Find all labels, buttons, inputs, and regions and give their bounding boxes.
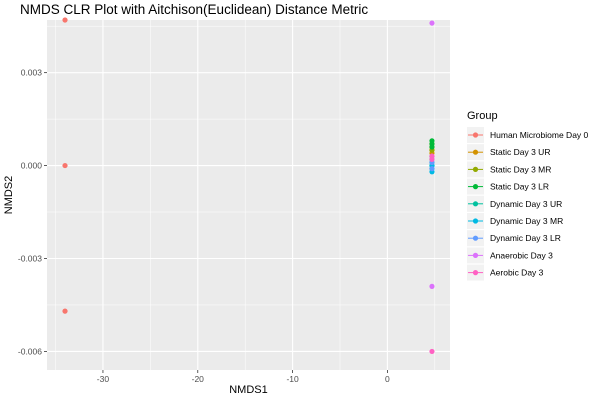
legend-item: Aerobic Day 3 (467, 264, 544, 281)
legend-item: Static Day 3 LR (467, 178, 549, 195)
legend-label: Static Day 3 LR (490, 182, 549, 192)
legend-key-point (472, 270, 479, 276)
chart-title: NMDS CLR Plot with Aitchison(Euclidean) … (20, 2, 368, 17)
legend-label: Static Day 3 MR (490, 164, 551, 174)
y-tick-label: -0.003 (18, 253, 42, 263)
legend-item: Static Day 3 MR (467, 161, 551, 178)
x-tick-label: -30 (97, 374, 110, 384)
legend-label: Static Day 3 UR (490, 147, 550, 157)
legend-key-point (472, 201, 479, 207)
legend-key-point (472, 218, 479, 224)
x-tick-label: -20 (192, 374, 205, 384)
legend-label: Dynamic Day 3 LR (490, 233, 561, 243)
legend-label: Anaerobic Day 3 (490, 250, 553, 260)
y-tick-label: 0.000 (21, 161, 43, 171)
legend-item: Dynamic Day 3 UR (467, 195, 562, 212)
legend-key-point (472, 166, 479, 172)
data-point (62, 17, 68, 23)
legend-key-point (472, 132, 479, 138)
legend-title: Group (467, 110, 498, 122)
legend-key-point (472, 252, 479, 258)
x-tick-label: -10 (286, 374, 299, 384)
minor-gridlines (47, 20, 450, 370)
data-point (62, 162, 68, 169)
legend-label: Dynamic Day 3 MR (490, 216, 563, 226)
y-tick-label: 0.003 (21, 68, 43, 78)
major-gridlines (47, 20, 450, 370)
x-axis-label: NMDS1 (229, 384, 268, 396)
data-point (429, 156, 435, 162)
legend-label: Human Microbiome Day 0 (490, 130, 589, 140)
legend-item: Human Microbiome Day 0 (467, 127, 589, 143)
data-points (62, 17, 435, 355)
data-point (429, 144, 435, 150)
y-axis-ticks: -0.006 -0.003 0.000 0.003 (18, 68, 47, 356)
legend-key-point (472, 184, 479, 190)
data-point (62, 308, 68, 314)
data-point (429, 166, 435, 172)
plot-panel (47, 20, 450, 370)
legend-item: Dynamic Day 3 LR (467, 230, 561, 247)
legend-item: Static Day 3 UR (467, 144, 550, 161)
data-point (429, 348, 435, 355)
legend-key-point (472, 149, 479, 155)
legend-key-point (472, 235, 479, 241)
x-tick-label: 0 (385, 374, 390, 384)
data-point (429, 283, 435, 289)
legend-label: Dynamic Day 3 UR (490, 199, 562, 209)
legend-item: Anaerobic Day 3 (467, 247, 553, 264)
legend: Group Human Microbiome Day 0 Static Day 3… (467, 110, 589, 281)
x-axis-ticks: -30 -20 -10 0 (97, 370, 390, 384)
legend-label: Aerobic Day 3 (490, 268, 544, 278)
legend-item: Dynamic Day 3 MR (467, 213, 563, 229)
y-tick-label: -0.006 (18, 346, 42, 356)
y-axis-label: NMDS2 (3, 176, 15, 215)
data-point (429, 20, 435, 26)
